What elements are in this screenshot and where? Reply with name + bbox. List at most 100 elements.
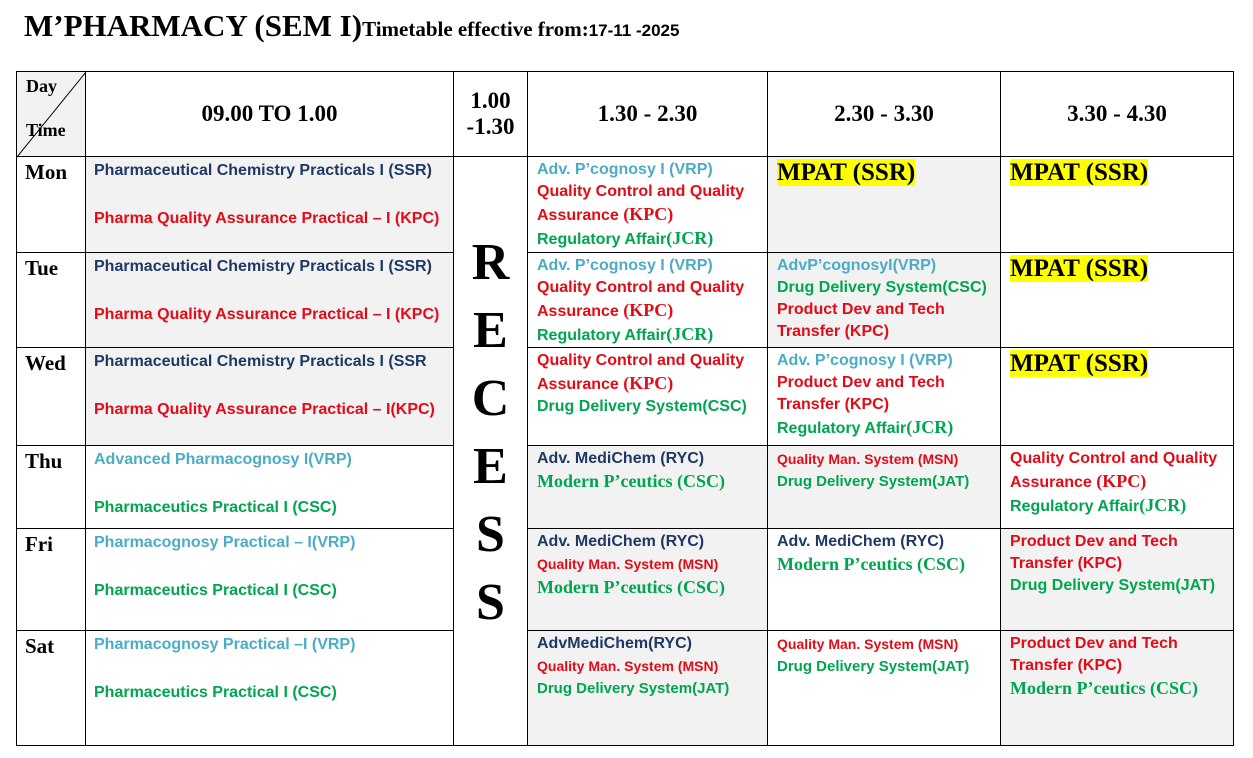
slot-cell: Advanced Pharmacognosy I(VRP) Pharmaceuti… — [85, 445, 454, 529]
course-text: Drug Delivery System(JAT) — [537, 680, 730, 697]
day-row: Fri Pharmacognosy Practical – I(VRP) Pharm… — [16, 528, 1234, 631]
cell-content: Pharmaceutical Chemistry Practicals I (S… — [87, 158, 453, 231]
cell-content: MPAT (SSR) — [1002, 254, 1233, 284]
course-text: Modern P’ceutics (CSC) — [537, 471, 725, 491]
course-text: Transfer (KPC) — [1010, 657, 1123, 674]
course-text: Product Dev and Tech — [777, 374, 945, 391]
course-line: AdvP’cognosyI(VRP) — [777, 255, 992, 277]
course-text: Quality Man. System (MSN) — [537, 658, 719, 674]
cell-content: AdvP’cognosyI(VRP) Drug Delivery System(C… — [769, 254, 1000, 344]
course-text: Advanced Pharmacognosy I(VRP) — [94, 451, 352, 468]
course-line: Modern P’ceutics (CSC) — [537, 470, 759, 494]
day-label: Tue — [16, 252, 86, 348]
slot-cell: Adv. MediChem (RYC) Quality Man. System (… — [527, 528, 768, 631]
course-text: Pharmaceutics Practical I (CSC) — [94, 582, 337, 599]
course-text: Quality Control and Quality — [537, 352, 745, 369]
cell-content: Adv. P’cognosy I (VRP) Quality Control an… — [529, 254, 767, 347]
recess-letter: R — [471, 234, 510, 291]
course-line: Adv. MediChem (RYC) — [537, 531, 759, 553]
cell-content: MPAT (SSR) — [1002, 349, 1233, 379]
course-line: Modern P’ceutics (CSC) — [1010, 677, 1225, 701]
course-line: Adv. P’cognosy I (VRP) — [537, 255, 759, 277]
course-line: Pharmaceutics Practical I (CSC) — [94, 497, 445, 519]
diagonal — [17, 73, 85, 156]
slot-cell: Pharmacognosy Practical –I (VRP) Pharmace… — [85, 630, 454, 746]
cell-content: MPAT (SSR) — [769, 158, 1000, 188]
course-line: Pharmaceutical Chemistry Practicals I (S… — [94, 160, 445, 182]
course-text: Pharma Quality Assurance Practical – I (… — [94, 306, 440, 323]
slot-cell: Product Dev and Tech Transfer (KPC) Drug D… — [1000, 528, 1234, 631]
course-text: Pharmacognosy Practical –I (VRP) — [94, 636, 356, 653]
slot-cell: Adv. P’cognosy I (VRP) Quality Control an… — [527, 252, 768, 348]
course-text: Adv. MediChem (RYC) — [537, 533, 705, 550]
day-label: Sat — [16, 630, 86, 746]
course-text: Product Dev and Tech — [777, 301, 945, 318]
course-text: Regulatory Affair — [537, 327, 667, 344]
course-text: Quality Control and Quality — [1010, 450, 1218, 467]
course-text: MPAT (SSR) — [1010, 255, 1149, 282]
course-line: Transfer (KPC) — [777, 394, 992, 416]
slot-cell: Pharmaceutical Chemistry Practicals I (S… — [85, 252, 454, 348]
course-text: (KPC) — [623, 300, 674, 320]
course-text: Regulatory Affair — [777, 420, 907, 437]
course-text: Modern P’ceutics (CSC) — [777, 554, 965, 574]
course-line: Regulatory Affair(JCR) — [537, 227, 759, 251]
day-row: Mon Pharmaceutical Chemistry Practicals I… — [16, 156, 1234, 746]
day-label: Day — [26, 76, 57, 96]
course-line: Drug Delivery System(JAT) — [1010, 575, 1225, 597]
course-text: Quality Control and Quality — [537, 279, 745, 296]
course-text: (KPC) — [623, 204, 674, 224]
course-text: Pharmaceutical Chemistry Practicals I (S… — [94, 258, 432, 275]
cell-content: Pharmaceutical Chemistry Practicals I (S… — [87, 349, 453, 422]
course-line: Product Dev and Tech — [1010, 531, 1225, 553]
title-date: 17-11 -2025 — [588, 21, 680, 40]
recess-letter: E — [473, 302, 508, 359]
course-text: Drug Delivery System(CSC) — [777, 279, 987, 296]
recess-letter: S — [476, 574, 505, 631]
course-line: Quality Man. System (MSN) — [537, 655, 759, 678]
course-line: Product Dev and Tech — [777, 299, 992, 321]
cell-content: Quality Control and Quality Assurance (KP… — [529, 349, 767, 419]
slot-cell: MPAT (SSR) — [1000, 156, 1234, 253]
course-text: Pharmaceutics Practical I (CSC) — [94, 499, 337, 516]
course-text: Pharmacognosy Practical – I(VRP) — [94, 534, 356, 551]
course-text: Pharmaceutical Chemistry Practicals I (S… — [94, 162, 432, 179]
course-text: Drug Delivery System(JAT) — [777, 658, 970, 675]
slot-cell: MPAT (SSR) — [1000, 347, 1234, 446]
course-line: Pharmaceutical Chemistry Practicals I (S… — [94, 351, 445, 373]
slot-cell: MPAT (SSR) — [1000, 252, 1234, 348]
timetable: Day Time 09.00 TO 1.00 1.00 -1.30 1.30 - 2.30… — [16, 71, 1234, 746]
course-text: Adv. MediChem (RYC) — [777, 533, 945, 550]
course-line: Modern P’ceutics (CSC) — [537, 576, 759, 600]
course-line: Adv. MediChem (RYC) — [537, 448, 759, 470]
cell-content: Adv. MediChem (RYC) Modern P’ceutics (CSC… — [529, 447, 767, 495]
cell-content: Product Dev and Tech Transfer (KPC) Drug D… — [1002, 530, 1233, 598]
course-text: Assurance — [1010, 474, 1097, 491]
slot-header: 2.30 - 3.30 — [767, 71, 1001, 157]
course-text: Pharma Quality Assurance Practical – I (… — [94, 210, 440, 227]
recess-letter: C — [471, 370, 510, 427]
course-line: Product Dev and Tech — [777, 372, 992, 394]
slot-label: 2.30 - 3.30 — [834, 101, 934, 126]
course-text: Modern P’ceutics (CSC) — [1010, 678, 1198, 698]
day-time-cell: Day Time — [16, 71, 86, 157]
course-text: Transfer (KPC) — [777, 323, 890, 340]
course-line: Pharma Quality Assurance Practical – I (… — [94, 304, 445, 326]
recess-letter: E — [473, 438, 508, 495]
course-line: Quality Control and Quality — [537, 350, 759, 372]
course-text: Quality Man. System (MSN) — [537, 556, 719, 572]
course-text: Drug Delivery System(JAT) — [777, 473, 970, 490]
course-line: Quality Man. System (MSN) — [777, 448, 992, 471]
course-line: Modern P’ceutics (CSC) — [777, 553, 992, 577]
day-row: Wed Pharmaceutical Chemistry Practicals I… — [16, 347, 1234, 446]
cell-content: Adv. MediChem (RYC) Quality Man. System (… — [529, 530, 767, 601]
course-line: Advanced Pharmacognosy I(VRP) — [94, 449, 445, 471]
course-text: Drug Delivery System(JAT) — [1010, 577, 1216, 594]
slot-header: 1.30 - 2.30 — [527, 71, 768, 157]
course-text: Product Dev and Tech — [1010, 635, 1178, 652]
slot-cell: Product Dev and Tech Transfer (KPC) Modern… — [1000, 630, 1234, 746]
slot-cell: MPAT (SSR) — [767, 156, 1001, 253]
course-line: Drug Delivery System(JAT) — [537, 678, 759, 700]
